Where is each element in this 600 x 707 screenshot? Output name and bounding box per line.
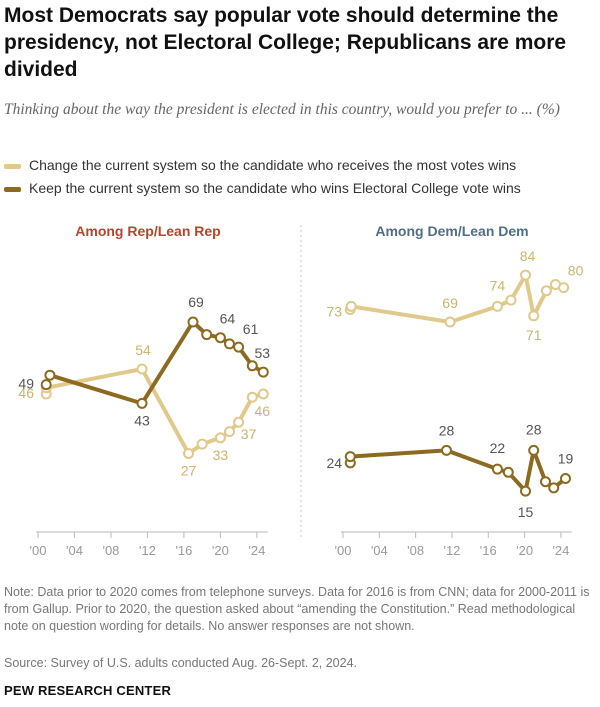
dem-keep-data-label: 15 bbox=[518, 504, 534, 520]
chart-source: Source: Survey of U.S. adults conducted … bbox=[4, 656, 357, 670]
dem-keep-data-label: 24 bbox=[327, 455, 343, 471]
rep-keep-data-label: 61 bbox=[243, 321, 259, 337]
dem-change-point bbox=[491, 300, 503, 312]
rep-change-data-label: 33 bbox=[213, 447, 229, 463]
chart-notes: Note: Data prior to 2020 comes from tele… bbox=[4, 585, 590, 633]
dem-keep-point bbox=[540, 476, 551, 488]
dem-change-point bbox=[540, 285, 552, 297]
dem-keep-line bbox=[348, 448, 568, 494]
rep-x-tick-label: '08 bbox=[102, 543, 119, 558]
rep-keep-line bbox=[44, 320, 266, 406]
dem-change-point bbox=[520, 269, 531, 281]
rep-change-point bbox=[246, 391, 258, 403]
dem-keep-data-label: 28 bbox=[526, 421, 542, 437]
rep-keep-point bbox=[233, 341, 245, 353]
rep-panel-title: Among Rep/Lean Rep bbox=[75, 223, 220, 239]
rep-keep-data-label: 53 bbox=[255, 345, 271, 361]
rep-keep-point bbox=[40, 379, 52, 391]
rep-x-tick-label: '16 bbox=[175, 543, 192, 558]
rep-change-data-label: 46 bbox=[255, 403, 271, 419]
dem-keep-point bbox=[560, 473, 571, 484]
rep-keep-point bbox=[214, 332, 226, 344]
rep-x-tick-label: '24 bbox=[248, 543, 265, 558]
rep-change-point bbox=[224, 426, 235, 438]
rep-x-tick-label: '20 bbox=[212, 543, 229, 558]
rep-keep-data-label: 69 bbox=[188, 294, 204, 310]
dem-change-point bbox=[558, 282, 570, 294]
chart-title: Most Democrats say popular vote should d… bbox=[4, 4, 567, 81]
dem-x-tick-label: '08 bbox=[407, 543, 424, 558]
dem-change-data-label: 84 bbox=[520, 248, 536, 264]
chart-subtitle: Thinking about the way the president is … bbox=[4, 101, 560, 118]
rep-keep-point bbox=[246, 360, 258, 372]
rep-change-line bbox=[44, 367, 266, 456]
rep-change-point bbox=[233, 416, 245, 428]
dem-panel-title: Among Dem/Lean Dem bbox=[375, 223, 528, 239]
dem-x-tick-label: '00 bbox=[335, 543, 352, 558]
rep-change-data-label: 54 bbox=[135, 342, 151, 358]
dem-x-tick-label: '16 bbox=[480, 543, 497, 558]
dem-change-data-label: 74 bbox=[490, 277, 506, 293]
legend-label-keep: Keep the current system so the candidate… bbox=[29, 180, 521, 196]
legend-item-keep: Keep the current system so the candidate… bbox=[4, 178, 600, 201]
dem-keep-data-label: 22 bbox=[490, 440, 506, 456]
dem-x-tick-label: '24 bbox=[552, 543, 569, 558]
rep-keep-data-label: 64 bbox=[220, 311, 236, 327]
legend-swatch-change bbox=[4, 164, 21, 169]
dem-change-data-label: 69 bbox=[442, 295, 458, 311]
dem-change-data-label: 80 bbox=[568, 263, 584, 279]
rep-keep-point bbox=[187, 316, 199, 328]
rep-change-data-label: 37 bbox=[241, 426, 257, 442]
dem-x-tick-label: '12 bbox=[443, 543, 460, 558]
dem-change-point bbox=[345, 300, 357, 312]
dem-change-point bbox=[444, 316, 456, 328]
legend: Change the current system so the candida… bbox=[4, 155, 600, 201]
rep-change-point bbox=[214, 432, 226, 444]
rep-keep-data-label: 43 bbox=[134, 412, 150, 428]
line-chart-panels: Among Rep/Lean Rep '00 '04 '08 '12 '16 '20 '24 4… bbox=[18, 223, 584, 558]
rep-keep-point bbox=[224, 338, 235, 350]
dem-change-point bbox=[528, 310, 540, 322]
rep-change-data-label: 46 bbox=[18, 385, 34, 401]
dem-keep-point bbox=[502, 466, 514, 478]
rep-change-point bbox=[257, 388, 269, 400]
dem-x-tick-label: '04 bbox=[371, 543, 388, 558]
rep-change-point bbox=[136, 363, 148, 375]
dem-x-tick-label: '20 bbox=[516, 543, 533, 558]
dem-change-data-label: 73 bbox=[327, 304, 343, 320]
organization-logo-text: PEW RESEARCH CENTER bbox=[4, 683, 172, 698]
dem-keep-data-label: 19 bbox=[558, 451, 574, 467]
rep-change-data-label: 27 bbox=[181, 463, 197, 479]
rep-keep-point bbox=[136, 397, 148, 409]
dem-change-point bbox=[505, 294, 517, 306]
rep-x-tick-label: '12 bbox=[139, 543, 156, 558]
dem-keep-point bbox=[528, 444, 540, 456]
dem-keep-point bbox=[344, 451, 356, 463]
rep-x-tick-label: '04 bbox=[66, 543, 83, 558]
rep-keep-point bbox=[44, 369, 56, 381]
legend-swatch-keep bbox=[4, 187, 21, 192]
rep-keep-point bbox=[257, 366, 269, 378]
rep-change-point bbox=[183, 448, 194, 459]
dem-keep-data-label: 28 bbox=[439, 422, 455, 438]
dem-change-data-label: 71 bbox=[526, 327, 542, 343]
dem-keep-point bbox=[441, 444, 452, 456]
rep-keep-point bbox=[201, 329, 213, 341]
rep-change-point bbox=[196, 438, 208, 450]
dem-keep-point bbox=[548, 482, 560, 494]
legend-item-change: Change the current system so the candida… bbox=[4, 155, 600, 178]
dem-keep-point bbox=[491, 463, 503, 475]
dem-keep-point bbox=[520, 485, 531, 497]
dem-change-line bbox=[348, 273, 566, 324]
legend-label-change: Change the current system so the candida… bbox=[29, 157, 517, 173]
rep-keep-data-label: 49 bbox=[18, 376, 34, 392]
rep-x-tick-label: '00 bbox=[30, 543, 47, 558]
